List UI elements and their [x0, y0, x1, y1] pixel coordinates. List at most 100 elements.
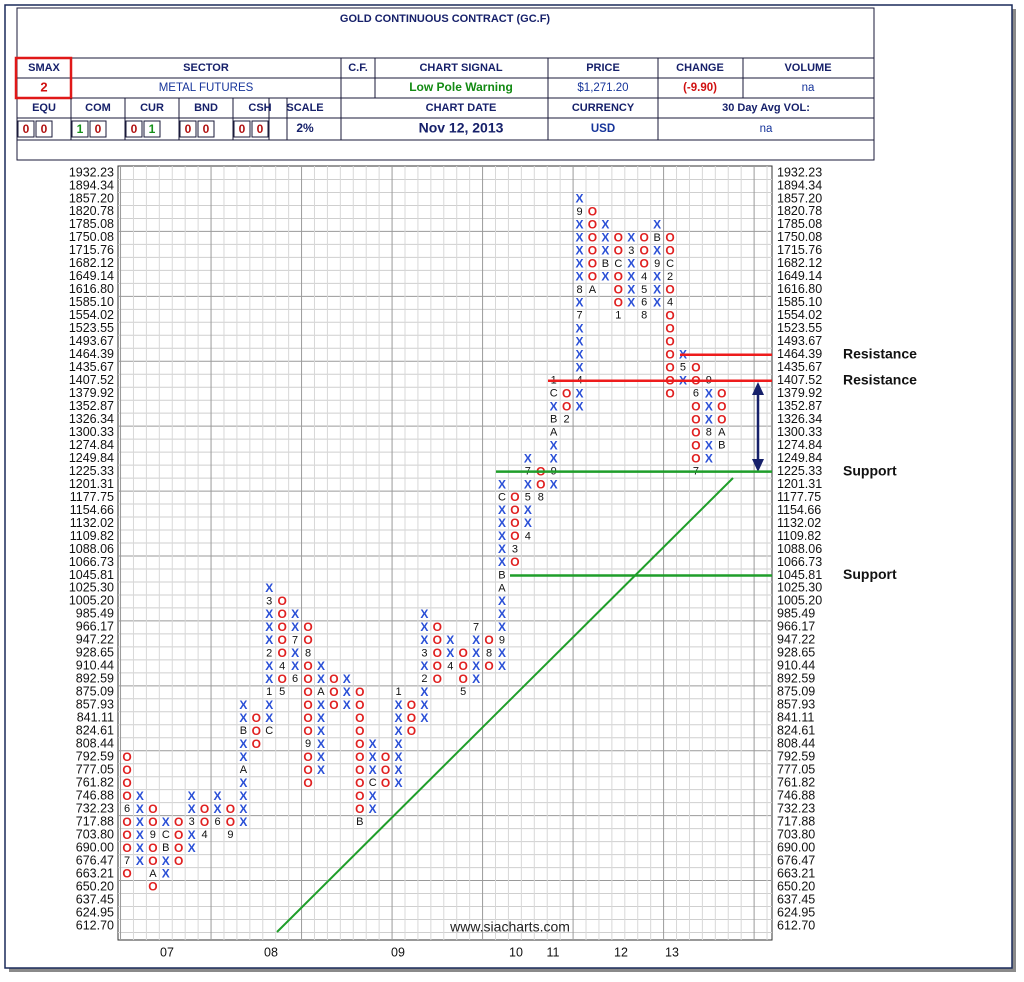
y-tick-label: 777.05 [76, 763, 114, 777]
y-tick-label: 612.70 [76, 918, 114, 932]
o-box: O [665, 321, 674, 335]
y2-tick-label: 1154.66 [777, 503, 821, 517]
o-box: O [329, 698, 338, 712]
x-box: X [239, 737, 247, 751]
month-label: 9 [227, 829, 233, 841]
month-label: 5 [460, 686, 466, 698]
y-tick-label: 1616.80 [69, 282, 114, 296]
x-box: X [369, 789, 377, 803]
y-tick-label: 761.82 [76, 775, 114, 789]
overlay: Resistance Resistance Support Support [496, 345, 917, 582]
y2-tick-label: 1464.39 [777, 347, 822, 361]
y-tick-label: 1066.73 [69, 555, 114, 569]
sector-value: METAL FUTURES [159, 82, 254, 94]
month-label: C [614, 258, 622, 270]
x-box: X [627, 295, 635, 309]
x-box: X [395, 776, 403, 790]
x-box: X [446, 646, 454, 660]
score-cell [89, 120, 107, 138]
y-tick-label: 841.11 [77, 711, 114, 725]
o-box: O [277, 607, 286, 621]
y-tick-label: 910.44 [76, 659, 114, 673]
y2-tick-label: 624.95 [777, 905, 815, 919]
x-box: X [343, 672, 351, 686]
y2-tick-label: 857.93 [777, 698, 815, 712]
scale-value: 2% [296, 121, 314, 135]
o-box: O [277, 633, 286, 647]
month-label: 4 [525, 530, 531, 542]
y2-tick-label: 1554.02 [777, 308, 822, 322]
o-box: O [303, 711, 312, 725]
x-box: X [705, 438, 713, 452]
score-value: 0 [203, 122, 210, 136]
month-label: B [653, 232, 660, 244]
volume-value: na [802, 82, 815, 94]
y-tick-label: 1554.02 [69, 308, 114, 322]
x-box: X [291, 620, 299, 634]
change-value: (-9.90) [683, 82, 717, 94]
y-tick-label: 1750.08 [69, 230, 114, 244]
o-box: O [665, 283, 674, 297]
month-label: B [498, 569, 505, 581]
o-box: O [510, 529, 519, 543]
x-box: X [601, 231, 609, 245]
x-box: X [369, 763, 377, 777]
y2-tick-label: 966.17 [777, 620, 815, 634]
y-tick-label: 1820.78 [69, 204, 114, 218]
score-value: 0 [95, 122, 102, 136]
o-box: O [122, 841, 131, 855]
x-box: X [343, 698, 351, 712]
level-label: Support [843, 566, 897, 582]
score-cell [233, 120, 251, 138]
x-box: X [136, 789, 144, 803]
y-tick-label: 717.88 [76, 814, 114, 828]
y-tick-label: 1523.55 [69, 321, 114, 335]
y-tick-label: 676.47 [76, 853, 114, 867]
month-label: 1 [615, 310, 621, 322]
smax-box [14, 56, 73, 100]
y2-tick-label: 1523.55 [777, 321, 822, 335]
o-box: O [122, 776, 131, 790]
volume-label: VOLUME [784, 62, 831, 74]
x-box: X [265, 698, 273, 712]
y-tick-label: 1249.84 [69, 451, 114, 465]
y2-tick-label: 910.44 [777, 659, 815, 673]
month-label: 6 [214, 816, 220, 828]
o-box: O [355, 789, 364, 803]
month-label: 5 [680, 362, 686, 374]
y2-tick-label: 1932.23 [777, 165, 822, 179]
month-label: C [498, 491, 506, 503]
y-tick-label: 892.59 [76, 672, 114, 686]
x-box: X [343, 685, 351, 699]
o-box: O [381, 776, 390, 790]
o-box: O [355, 711, 364, 725]
score-label: COM [85, 102, 111, 114]
o-box: O [536, 477, 545, 491]
score-cell [17, 120, 35, 138]
month-label: 4 [667, 297, 673, 309]
month-label: 9 [499, 634, 505, 646]
x-box: X [498, 607, 506, 621]
date-label: CHART DATE [426, 102, 497, 114]
y2-tick-label: 1109.82 [777, 529, 821, 543]
y-tick-label: 637.45 [76, 892, 114, 906]
x-box: X [472, 633, 480, 647]
x-box: X [653, 218, 661, 232]
signal-value: Low Pole Warning [409, 80, 513, 94]
month-label: 4 [447, 660, 453, 672]
x-box: X [214, 802, 222, 816]
month-label: 7 [576, 310, 582, 322]
o-box: O [303, 698, 312, 712]
o-box: O [174, 841, 183, 855]
o-box: O [510, 516, 519, 530]
o-box: O [614, 295, 623, 309]
header: GOLD CONTINUOUS CONTRACT (GC.F) SMAX 2 S… [14, 7, 875, 161]
o-box: O [303, 750, 312, 764]
o-box: O [174, 828, 183, 842]
